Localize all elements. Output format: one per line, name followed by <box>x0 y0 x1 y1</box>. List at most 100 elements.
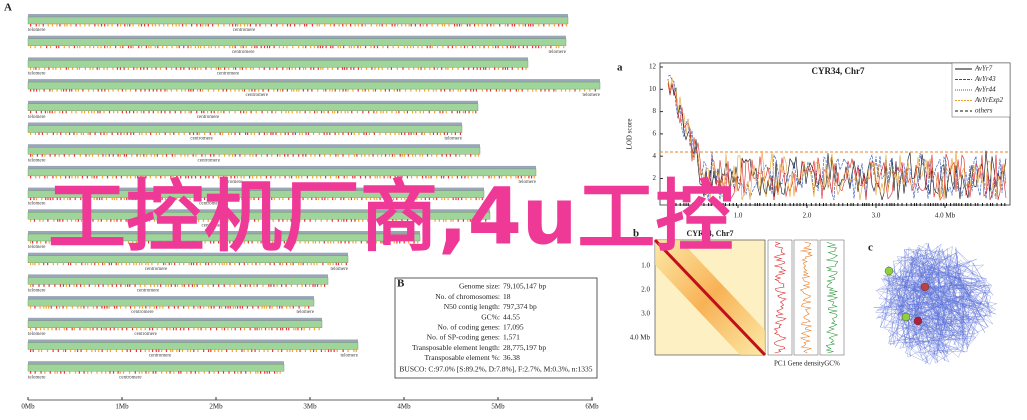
gene-tick <box>139 154 141 157</box>
gene-tick <box>49 197 51 201</box>
gene-tick <box>421 219 423 222</box>
gene-tick <box>120 284 122 287</box>
gene-tick <box>239 154 241 157</box>
gene-tick <box>369 197 372 201</box>
gene-tick <box>251 89 253 92</box>
gene-tick <box>303 24 306 27</box>
gene-tick <box>80 132 82 135</box>
gene-tick <box>352 89 354 92</box>
gene-tick <box>106 349 108 352</box>
gene-tick <box>225 89 228 92</box>
gene-tick <box>39 327 42 331</box>
gene-tick <box>357 67 360 70</box>
gene-tick <box>126 24 129 27</box>
gene-tick <box>237 241 239 244</box>
marker <box>996 203 998 206</box>
centromere-label: centromere <box>190 137 213 142</box>
track-frame <box>819 239 845 356</box>
marker <box>796 203 798 206</box>
gene-tick <box>82 132 85 135</box>
marker <box>830 203 832 206</box>
gene-tick <box>171 45 173 49</box>
gene-tick <box>327 197 329 201</box>
chromosome-top <box>28 100 478 104</box>
marker <box>675 203 677 206</box>
gene-tick <box>65 67 67 70</box>
gene-tick <box>398 110 400 114</box>
gene-tick <box>401 175 403 179</box>
gene-tick <box>120 132 122 135</box>
marker <box>799 203 801 206</box>
gene-tick <box>284 154 286 157</box>
gene-tick <box>305 67 307 70</box>
legend-label: AvYr7 <box>974 65 993 73</box>
gene-tick <box>302 45 304 49</box>
gene-tick <box>457 67 459 70</box>
gene-tick <box>223 24 225 27</box>
gene-tick <box>384 197 386 201</box>
gene-tick <box>315 197 317 201</box>
gene-tick <box>129 24 131 27</box>
gene-tick <box>187 154 189 157</box>
gene-tick <box>81 110 83 114</box>
gene-tick <box>481 89 483 92</box>
gene-tick <box>437 24 439 27</box>
gene-tick <box>234 327 236 331</box>
gene-tick <box>471 45 474 49</box>
gene-tick <box>243 262 245 266</box>
gene-tick <box>241 89 244 92</box>
gene-tick <box>429 67 431 70</box>
gene-tick <box>43 306 45 309</box>
gene-tick <box>203 197 206 201</box>
gene-tick <box>294 197 296 201</box>
gene-tick <box>215 327 218 331</box>
gene-tick <box>449 154 451 157</box>
gene-tick <box>517 89 520 92</box>
chromosome-top <box>28 274 328 278</box>
gene-tick <box>299 241 301 244</box>
gene-tick <box>119 67 121 70</box>
gene-tick <box>447 175 450 179</box>
gene-tick <box>320 67 322 70</box>
gene-tick <box>125 262 127 266</box>
gene-tick <box>232 306 234 309</box>
gene-tick <box>330 241 332 244</box>
gene-tick <box>460 24 463 27</box>
gene-tick <box>252 154 254 157</box>
gene-tick <box>207 349 210 352</box>
gene-tick <box>109 371 111 374</box>
gene-tick <box>187 45 189 49</box>
gene-tick <box>52 132 54 135</box>
gene-tick <box>129 306 132 309</box>
gene-tick <box>445 219 447 222</box>
gene-tick <box>100 241 102 244</box>
gene-tick <box>184 110 186 114</box>
gene-tick <box>320 349 323 352</box>
gene-tick <box>312 175 314 179</box>
gene-tick <box>330 175 332 179</box>
gene-tick <box>143 67 145 70</box>
gene-tick <box>58 241 60 244</box>
gene-tick <box>178 262 181 266</box>
gene-tick <box>196 89 199 92</box>
gene-tick <box>172 349 174 352</box>
gene-tick <box>231 45 234 49</box>
gene-tick <box>190 371 192 374</box>
gene-tick <box>170 284 172 287</box>
gene-tick <box>209 241 212 244</box>
gene-tick <box>106 241 108 244</box>
gene-tick <box>312 284 314 287</box>
gene-tick <box>357 24 360 27</box>
gene-tick <box>224 67 226 70</box>
gene-tick <box>214 45 216 49</box>
gene-tick <box>476 67 478 70</box>
gene-tick <box>278 241 281 244</box>
gene-tick <box>394 132 396 135</box>
gene-tick <box>113 327 115 331</box>
gene-tick <box>445 67 447 70</box>
gene-tick <box>138 197 140 201</box>
marker <box>868 203 870 206</box>
gene-tick <box>146 67 148 70</box>
gene-tick <box>351 110 353 114</box>
gene-tick <box>98 284 100 287</box>
